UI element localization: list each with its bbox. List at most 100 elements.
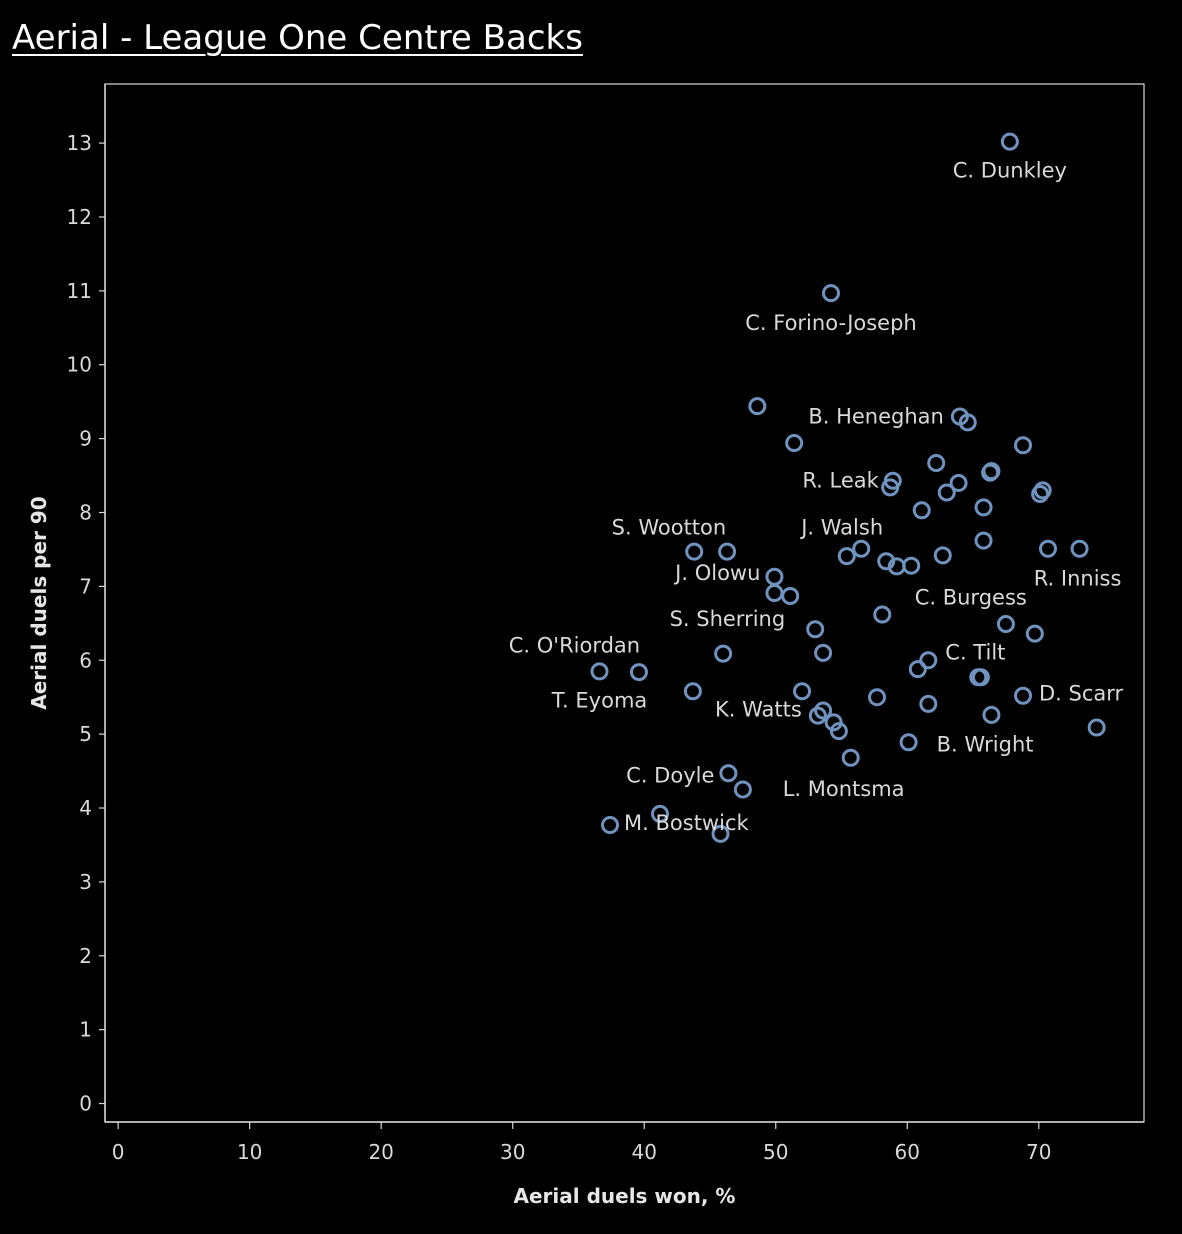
- point-label: S. Sherring: [670, 607, 786, 631]
- point-label: C. Burgess: [915, 585, 1027, 609]
- data-point: [974, 498, 993, 517]
- y-tick-label: 9: [79, 427, 92, 451]
- point-label: C. Forino-Joseph: [745, 311, 917, 335]
- data-point: [899, 733, 918, 752]
- data-point: [714, 644, 733, 663]
- data-point: [765, 567, 784, 586]
- data-point: [1087, 718, 1106, 737]
- point-label: L. Montsma: [783, 777, 905, 801]
- y-tick-label: 0: [79, 1092, 92, 1116]
- x-tick-label: 20: [368, 1140, 393, 1164]
- data-point: [711, 824, 730, 843]
- chart-title: Aerial - League One Centre Backs: [12, 18, 583, 58]
- data-point: [841, 748, 860, 767]
- data-point: [877, 552, 896, 571]
- data-point: [881, 478, 900, 497]
- y-tick-label: 12: [67, 205, 92, 229]
- data-point: [781, 586, 800, 605]
- data-point: [829, 722, 848, 741]
- data-point: [927, 453, 946, 472]
- point-label: C. O'Riordan: [509, 634, 640, 658]
- data-point: [1014, 436, 1033, 455]
- point-label: K. Watts: [715, 698, 802, 722]
- y-tick-label: 6: [79, 648, 92, 672]
- y-tick-label: 10: [67, 353, 92, 377]
- x-tick-label: 0: [112, 1140, 125, 1164]
- data-point: [919, 694, 938, 713]
- y-tick-label: 1: [79, 1018, 92, 1042]
- data-point: [868, 688, 887, 707]
- point-label: M. Bostwick: [624, 811, 749, 835]
- data-point: [982, 705, 1001, 724]
- y-axis-title: Aerial duels per 90: [27, 496, 51, 709]
- data-point: [1014, 686, 1033, 705]
- point-label: C. Doyle: [626, 763, 714, 787]
- data-point: [1070, 539, 1089, 558]
- y-tick-label: 2: [79, 944, 92, 968]
- data-point: [1025, 624, 1044, 643]
- data-point: [601, 816, 620, 835]
- data-point: [683, 682, 702, 701]
- data-point: [748, 397, 767, 416]
- data-point: [793, 682, 812, 701]
- point-label: C. Tilt: [945, 640, 1005, 664]
- data-point: [949, 473, 968, 492]
- point-label: J. Walsh: [799, 516, 883, 540]
- data-point: [651, 804, 670, 823]
- x-tick-label: 70: [1026, 1140, 1051, 1164]
- data-point: [808, 706, 827, 725]
- point-label: R. Inniss: [1034, 567, 1122, 591]
- data-point: [590, 662, 609, 681]
- point-label: B. Heneghan: [808, 404, 944, 428]
- data-point: [824, 713, 843, 732]
- x-tick-label: 60: [895, 1140, 920, 1164]
- data-point: [806, 620, 825, 639]
- data-point: [765, 584, 784, 603]
- point-label: T. Eyoma: [551, 688, 648, 712]
- y-tick-label: 8: [79, 500, 92, 524]
- data-point: [902, 556, 921, 575]
- data-point: [971, 668, 990, 687]
- x-tick-label: 30: [500, 1140, 525, 1164]
- data-point: [852, 539, 871, 558]
- data-point: [919, 651, 938, 670]
- point-label: C. Dunkley: [953, 159, 1067, 183]
- y-tick-label: 13: [67, 131, 92, 155]
- y-tick-label: 3: [79, 870, 92, 894]
- x-tick-label: 40: [632, 1140, 657, 1164]
- data-point: [629, 663, 648, 682]
- data-point: [996, 615, 1015, 634]
- data-point: [814, 701, 833, 720]
- data-point: [733, 780, 752, 799]
- data-point: [1000, 132, 1019, 151]
- point-label: S. Wootton: [612, 516, 727, 540]
- x-tick-label: 10: [237, 1140, 262, 1164]
- data-point: [837, 547, 856, 566]
- data-point: [912, 501, 931, 520]
- data-point: [785, 434, 804, 453]
- data-point: [1038, 539, 1057, 558]
- data-point: [958, 413, 977, 432]
- data-point: [814, 643, 833, 662]
- data-point: [821, 284, 840, 303]
- data-point: [982, 462, 1001, 481]
- x-axis-title: Aerial duels won, %: [514, 1184, 736, 1208]
- data-point: [873, 605, 892, 624]
- data-point: [718, 542, 737, 561]
- x-tick-label: 50: [763, 1140, 788, 1164]
- point-labels: C. Dunkley C. Forino-Joseph B. Heneghan R. …: [509, 159, 1124, 835]
- point-label: R. Leak: [802, 469, 879, 493]
- y-tick-label: 7: [79, 574, 92, 598]
- y-tick-label: 11: [67, 279, 92, 303]
- data-point: [933, 546, 952, 565]
- x-ticks: 0 10 20 30 40 50 60 70: [112, 1122, 1052, 1164]
- point-label: D. Scarr: [1039, 682, 1124, 706]
- y-tick-label: 4: [79, 796, 92, 820]
- point-label: J. Olowu: [673, 561, 760, 585]
- data-point: [685, 542, 704, 561]
- point-label: B. Wright: [937, 732, 1034, 756]
- data-point: [908, 660, 927, 679]
- data-points: [590, 132, 1106, 843]
